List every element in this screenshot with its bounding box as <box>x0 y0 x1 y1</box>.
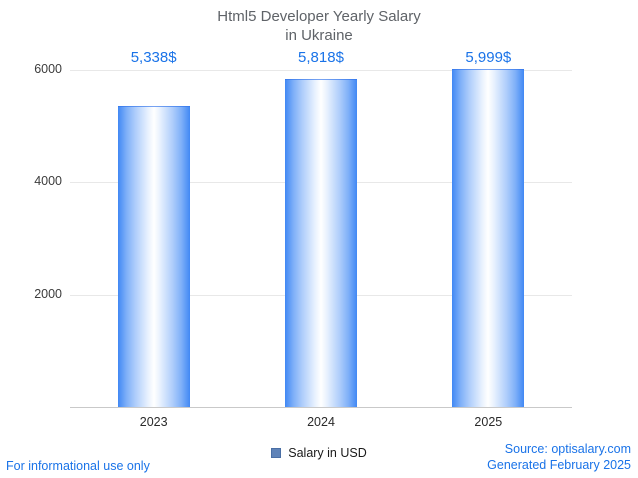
bar-value-label: 5,338$ <box>130 49 177 66</box>
plot-area: 2000 4000 6000 2023 5,338$ 2024 5,818$ 2025 5,99… <box>34 49 572 429</box>
y-tick-label: 2000 <box>34 286 62 301</box>
legend-swatch-icon <box>271 448 282 458</box>
disclaimer-text: For informational use only <box>6 459 150 473</box>
x-tick-label: 2025 <box>474 415 503 429</box>
generated-text: Generated February 2025 <box>487 458 631 472</box>
bar-value-label: 5,999$ <box>465 49 512 66</box>
chart-title-line1: Html5 Developer Yearly Salary <box>217 8 421 25</box>
x-tick-label: 2024 <box>307 415 335 429</box>
chart-title: Html5 Developer Yearly Salary in Ukraine <box>0 7 638 45</box>
chart-title-line2: in Ukraine <box>285 27 353 44</box>
bar <box>452 69 525 407</box>
y-tick-label: 6000 <box>34 62 62 76</box>
gridline <box>70 70 572 71</box>
x-tick-label: 2023 <box>139 415 168 429</box>
y-tick-label: 4000 <box>34 174 62 189</box>
footer-right: Source: optisalary.com Generated Februar… <box>487 441 631 473</box>
bar <box>285 79 357 407</box>
source-link[interactable]: Source: optisalary.com <box>504 442 631 456</box>
bar <box>117 106 190 407</box>
x-axis-line <box>70 407 572 408</box>
legend-label: Salary in USD <box>288 446 367 460</box>
legend: Salary in USD <box>0 446 638 460</box>
bar-value-label: 5,818$ <box>298 49 344 66</box>
